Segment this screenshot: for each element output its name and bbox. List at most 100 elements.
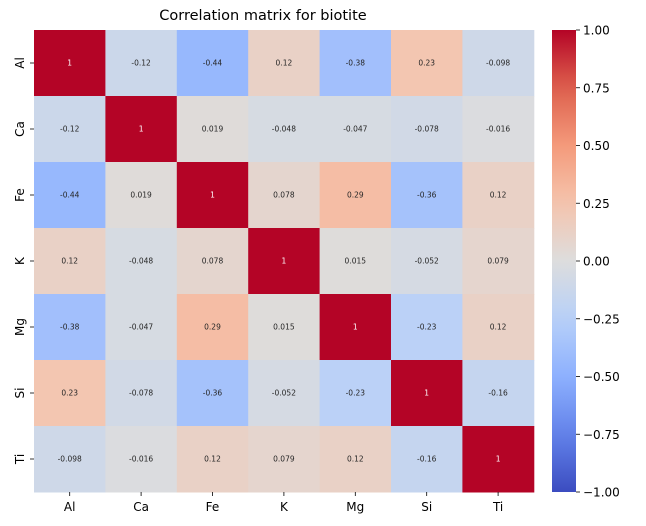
cell-label: 0.019 — [130, 191, 152, 200]
cell-label: -0.016 — [129, 455, 153, 464]
heatmap-cell — [248, 162, 321, 229]
heatmap-cell — [176, 294, 249, 361]
heatmap-cell — [176, 360, 249, 427]
x-axis-ticks: Al Ca Fe K Mg Si Ti — [64, 492, 503, 514]
cell-label: -0.23 — [346, 389, 366, 398]
y-axis-ticks: Al Ca Fe K Mg Si Ti — [13, 57, 34, 465]
cell-label: 0.12 — [61, 257, 78, 266]
heatmap-cell — [319, 294, 392, 361]
heatmap-cell — [462, 96, 535, 163]
heatmap-cell — [319, 228, 392, 295]
colorbar-tick-label: −1.00 — [583, 486, 620, 500]
cell-label: 0.079 — [273, 455, 295, 464]
cell-label: -0.052 — [415, 257, 439, 266]
heatmap-cell — [391, 96, 463, 163]
heatmap-cell — [34, 426, 106, 493]
cell-label: -0.38 — [346, 59, 366, 68]
cell-label: 0.29 — [204, 323, 221, 332]
colorbar-ticks: 1.00 0.75 0.50 0.25 0.00 −0.25 −0.50 −0.75 −1.00 — [576, 24, 620, 500]
y-tick-label: Fe — [13, 188, 27, 202]
cell-label: -0.38 — [60, 323, 80, 332]
cell-label: 0.078 — [202, 257, 224, 266]
colorbar-tick-label: 0.00 — [583, 255, 610, 269]
cell-label: -0.16 — [417, 455, 437, 464]
heatmap-cell — [462, 30, 535, 97]
cell-label: 1 — [496, 455, 501, 464]
colorbar-tick-label: 1.00 — [583, 24, 610, 38]
x-tick-label: Mg — [346, 500, 364, 514]
cell-label: 0.079 — [487, 257, 509, 266]
chart-title: Correlation matrix for biotite — [159, 8, 366, 24]
y-tick-label: Si — [13, 388, 27, 399]
heatmap-cell — [391, 426, 463, 493]
x-tick-label: K — [280, 500, 289, 514]
heatmap-cell — [391, 360, 463, 427]
x-tick-label: Ti — [492, 500, 503, 514]
cell-label: -0.016 — [486, 125, 510, 134]
cell-label: 1 — [424, 389, 429, 398]
cell-label: -0.052 — [272, 389, 296, 398]
colorbar-tick-label: 0.50 — [583, 139, 610, 153]
y-tick-label: Ti — [13, 454, 27, 465]
cell-label: -0.098 — [58, 455, 82, 464]
y-tick-label: Mg — [13, 318, 27, 336]
cell-label: 0.078 — [273, 191, 295, 200]
colorbar-tick-label: −0.50 — [583, 370, 620, 384]
colorbar-tick-label: −0.75 — [583, 428, 620, 442]
heatmap-cells: 1 -0.12 -0.44 0.12 -0.38 0.23 -0.098 -0.12 1 0.01… — [34, 30, 535, 493]
cell-label: -0.23 — [417, 323, 437, 332]
cell-label: 0.12 — [204, 455, 221, 464]
heatmap-cell — [34, 30, 106, 97]
cell-label: -0.047 — [129, 323, 153, 332]
heatmap-cell — [176, 96, 249, 163]
heatmap-cell — [462, 228, 535, 295]
y-tick-label: Al — [13, 57, 27, 69]
heatmap-cell — [248, 30, 321, 97]
heatmap-cell — [391, 294, 463, 361]
heatmap-cell — [462, 360, 535, 427]
cell-label: 0.12 — [490, 191, 507, 200]
heatmap-cell — [105, 30, 178, 97]
heatmap-cell — [319, 426, 392, 493]
heatmap-cell — [34, 360, 106, 427]
cell-label: 0.019 — [202, 125, 224, 134]
cell-label: 1 — [67, 59, 72, 68]
heatmap-cell — [34, 228, 106, 295]
heatmap-cell — [319, 162, 392, 229]
cell-label: -0.048 — [129, 257, 153, 266]
heatmap-cell — [105, 294, 178, 361]
cell-label: 0.23 — [418, 59, 435, 68]
y-tick-label: K — [13, 256, 27, 265]
heatmap-cell — [248, 96, 321, 163]
colorbar-tick-label: 0.75 — [583, 81, 610, 95]
cell-label: 0.12 — [490, 323, 507, 332]
x-tick-label: Fe — [206, 500, 220, 514]
cell-label: -0.12 — [131, 59, 151, 68]
cell-label: -0.078 — [129, 389, 153, 398]
cell-label: 1 — [210, 191, 215, 200]
heatmap-cell — [105, 426, 178, 493]
cell-label: 1 — [282, 257, 287, 266]
y-tick-label: Ca — [13, 121, 27, 137]
heatmap-cell — [391, 162, 463, 229]
cell-label: 0.12 — [276, 59, 293, 68]
heatmap-cell — [248, 426, 321, 493]
cell-label: 0.23 — [61, 389, 78, 398]
cell-label: 0.29 — [347, 191, 364, 200]
cell-label: -0.098 — [486, 59, 510, 68]
heatmap-cell — [462, 426, 535, 493]
heatmap-cell — [462, 294, 535, 361]
cell-label: 1 — [139, 125, 144, 134]
heatmap-cell — [176, 228, 249, 295]
heatmap-cell — [34, 162, 106, 229]
heatmap-cell — [248, 360, 321, 427]
heatmap-cell — [391, 30, 463, 97]
colorbar-tick-label: 0.25 — [583, 197, 610, 211]
heatmap-cell — [319, 30, 392, 97]
cell-label: -0.12 — [60, 125, 80, 134]
x-tick-label: Si — [421, 500, 432, 514]
x-tick-label: Al — [64, 500, 76, 514]
cell-label: -0.36 — [203, 389, 223, 398]
cell-label: -0.44 — [60, 191, 80, 200]
